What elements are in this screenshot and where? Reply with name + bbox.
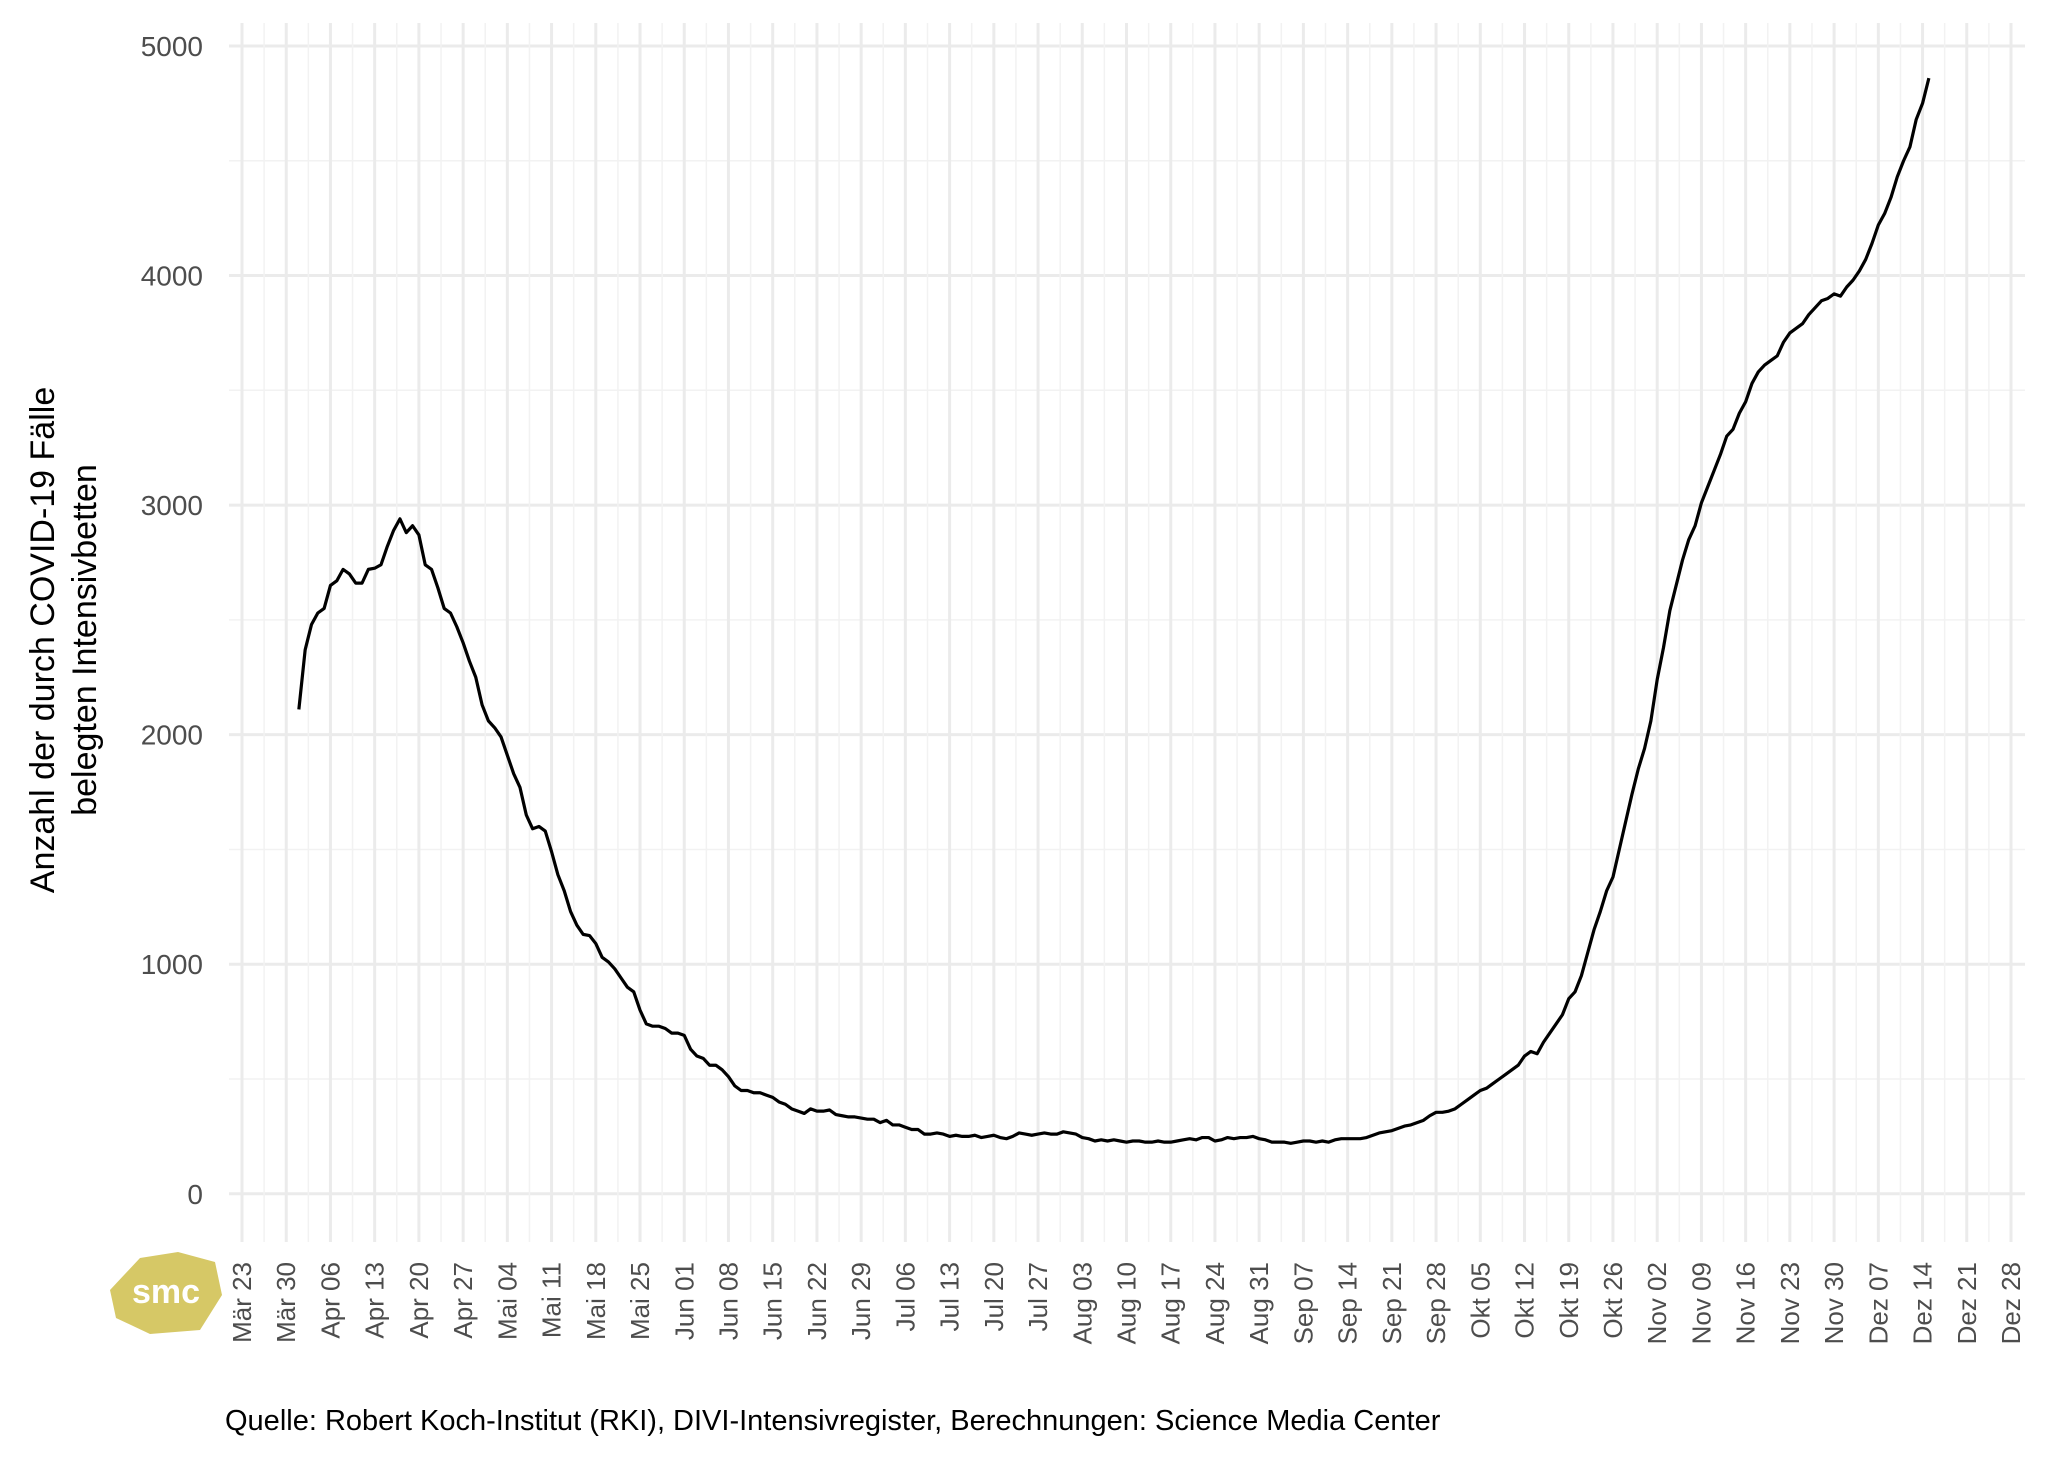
x-tick-label: Jun 29 <box>846 1262 876 1340</box>
x-tick-label: Dez 28 <box>1996 1262 2026 1344</box>
x-tick-label: Jun 01 <box>669 1262 699 1340</box>
x-tick-label: Okt 12 <box>1510 1262 1540 1339</box>
y-tick-label: 2000 <box>141 720 203 751</box>
caption: Quelle: Robert Koch-Institut (RKI), DIVI… <box>225 1405 1441 1437</box>
x-tick-label: Aug 10 <box>1112 1262 1142 1344</box>
x-tick-label: Nov 02 <box>1642 1262 1672 1344</box>
x-tick-label: Jul 20 <box>979 1262 1009 1331</box>
x-tick-label: Jun 22 <box>802 1262 832 1340</box>
y-axis-title: Anzahl der durch COVID-19 Fälle <box>24 387 62 893</box>
x-tick-label: Okt 26 <box>1598 1262 1628 1339</box>
x-tick-label: Sep 14 <box>1333 1262 1363 1344</box>
x-tick-label: Sep 07 <box>1288 1262 1318 1344</box>
y-axis-title: belegten Intensivbetten <box>66 464 104 816</box>
x-tick-label: Aug 17 <box>1156 1262 1186 1344</box>
x-tick-label: Aug 31 <box>1244 1262 1274 1344</box>
x-tick-label: Aug 24 <box>1200 1262 1230 1344</box>
x-tick-label: Mär 23 <box>227 1262 257 1343</box>
logo-shape <box>110 1252 222 1334</box>
labels: 0 1000 2000 3000 4000 5000 Mär 23 Mär 30 Apr 06 A… <box>141 31 2026 1344</box>
x-tick-label: Nov 30 <box>1819 1262 1849 1344</box>
x-tick-label: Sep 21 <box>1377 1262 1407 1344</box>
x-tick-label: Nov 09 <box>1686 1262 1716 1344</box>
x-tick-label: Apr 06 <box>315 1262 345 1339</box>
x-tick-label: Jun 15 <box>758 1262 788 1340</box>
y-tick-label: 0 <box>187 1179 203 1210</box>
x-tick-label: Apr 27 <box>448 1262 478 1339</box>
x-tick-label: Dez 07 <box>1863 1262 1893 1344</box>
x-tick-label: Aug 03 <box>1067 1262 1097 1344</box>
x-tick-label: Sep 28 <box>1421 1262 1451 1344</box>
data-line <box>297 77 1931 1145</box>
grid <box>229 23 2025 1242</box>
x-tick-label: Nov 23 <box>1775 1262 1805 1344</box>
x-tick-label: Nov 16 <box>1731 1262 1761 1344</box>
plot <box>297 77 1931 1145</box>
x-tick-label: Okt 05 <box>1465 1262 1495 1339</box>
logo: smc <box>110 1252 222 1334</box>
y-tick-label: 3000 <box>141 490 203 521</box>
y-tick-label: 4000 <box>141 261 203 292</box>
x-tick-label: Jul 13 <box>935 1262 965 1331</box>
x-tick-label: Mai 25 <box>625 1262 655 1340</box>
x-tick-label: Dez 21 <box>1952 1262 1982 1344</box>
x-tick-label: Mai 18 <box>581 1262 611 1340</box>
x-tick-label: Dez 14 <box>1908 1262 1938 1344</box>
x-tick-label: Apr 13 <box>360 1262 390 1339</box>
x-tick-label: Jul 06 <box>890 1262 920 1331</box>
x-tick-label: Jul 27 <box>1023 1262 1053 1331</box>
y-tick-label: 5000 <box>141 31 203 62</box>
y-tick-label: 1000 <box>141 949 203 980</box>
logo-text: smc <box>132 1273 200 1311</box>
x-tick-label: Mai 04 <box>492 1262 522 1340</box>
x-tick-label: Jun 08 <box>713 1262 743 1340</box>
x-tick-label: Apr 20 <box>404 1262 434 1339</box>
x-tick-label: Mai 11 <box>537 1262 567 1338</box>
x-tick-label: Mär 30 <box>271 1262 301 1343</box>
x-tick-label: Okt 19 <box>1554 1262 1584 1339</box>
